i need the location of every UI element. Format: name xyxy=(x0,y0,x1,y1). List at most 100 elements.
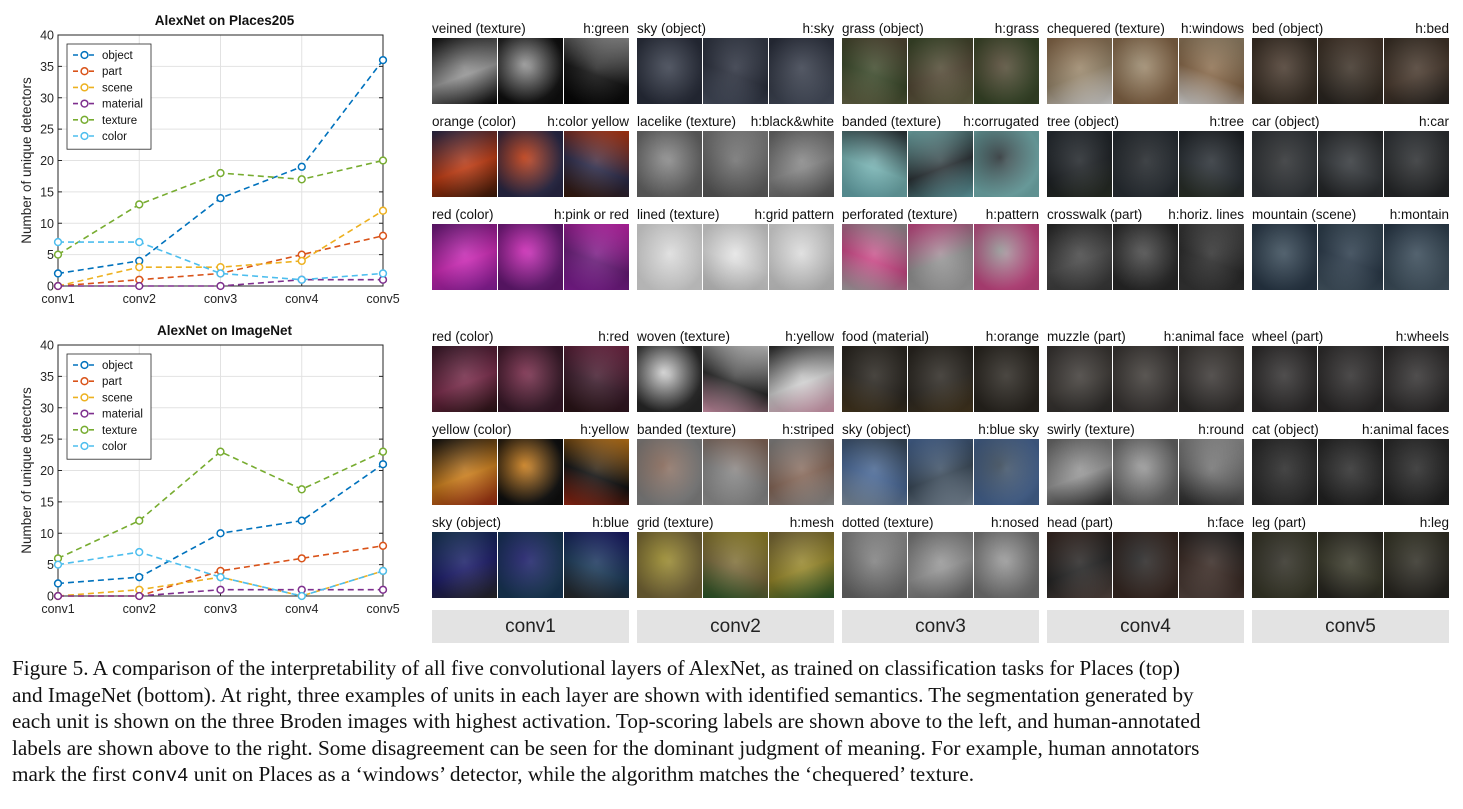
point-material xyxy=(135,591,144,601)
legend-marker xyxy=(80,83,89,92)
unit-labels: cat (object) h:animal faces xyxy=(1252,422,1449,438)
human-label: h:windows xyxy=(1180,21,1244,36)
segmentation-images xyxy=(432,131,629,197)
point-object xyxy=(53,579,63,588)
algorithm-label: mountain (scene) xyxy=(1252,207,1357,222)
unit-labels: dotted (texture) h:nosed xyxy=(842,515,1039,531)
human-label: h:bed xyxy=(1415,21,1449,36)
point-scene xyxy=(297,256,306,266)
unit-labels: grass (object) h:grass xyxy=(842,21,1039,37)
layer-label-conv1: conv1 xyxy=(432,610,629,643)
legend-label-object: object xyxy=(102,360,133,372)
algorithm-label: veined (texture) xyxy=(432,21,526,36)
point-texture xyxy=(53,250,63,259)
unit-tile-places-conv3: perforated (texture) h:pattern xyxy=(842,204,1039,297)
activation-image xyxy=(842,346,907,412)
unit-labels: bed (object) h:bed xyxy=(1252,21,1449,37)
activation-image xyxy=(842,131,907,197)
segmentation-images xyxy=(1252,532,1449,598)
unit-labels: mountain (scene) h:montain xyxy=(1252,207,1449,223)
point-material xyxy=(216,585,225,594)
point-material xyxy=(53,591,63,601)
activation-image xyxy=(1113,439,1178,505)
point-texture xyxy=(216,168,225,178)
activation-image xyxy=(1179,224,1244,290)
activation-image xyxy=(498,439,563,505)
unit-labels: leg (part) h:leg xyxy=(1252,515,1449,531)
activation-image xyxy=(1179,439,1244,505)
caption-line-1: Figure 5. A comparison of the interpreta… xyxy=(12,656,1180,680)
y-axis-label: Number of unique detectors xyxy=(19,77,34,244)
x-tick-label: conv5 xyxy=(366,292,399,306)
unit-labels: orange (color) h:color yellow xyxy=(432,114,629,130)
layer-label-conv4: conv4 xyxy=(1047,610,1244,643)
layer-label-conv2: conv2 xyxy=(637,610,834,643)
algorithm-label: yellow (color) xyxy=(432,422,512,437)
x-tick-label: conv5 xyxy=(366,602,399,616)
activation-image xyxy=(1252,224,1317,290)
activation-image xyxy=(432,532,497,598)
point-object xyxy=(216,529,225,538)
unit-tile-places-conv2: sky (object) h:sky xyxy=(637,18,834,111)
segmentation-images xyxy=(432,439,629,505)
unit-tile-places-conv4: tree (object) h:tree xyxy=(1047,111,1244,204)
activation-image xyxy=(1113,532,1178,598)
algorithm-label: head (part) xyxy=(1047,515,1114,530)
segmentation-images xyxy=(1252,346,1449,412)
human-label: h:pink or red xyxy=(553,207,629,222)
unit-labels: banded (texture) h:striped xyxy=(637,422,834,438)
activation-image xyxy=(1318,532,1383,598)
unit-labels: car (object) h:car xyxy=(1252,114,1449,130)
legend-label-part: part xyxy=(102,66,123,78)
y-tick-label: 0 xyxy=(47,590,54,604)
point-color xyxy=(135,547,144,557)
segmentation-images xyxy=(637,439,834,505)
legend-label-part: part xyxy=(102,376,123,388)
chart-title: AlexNet on Places205 xyxy=(155,13,295,28)
segmentation-images xyxy=(842,532,1039,598)
x-tick-label: conv4 xyxy=(285,602,318,616)
point-color xyxy=(53,560,63,569)
activation-image xyxy=(769,224,834,290)
algorithm-label: sky (object) xyxy=(637,21,707,36)
human-label: h:green xyxy=(583,21,629,36)
human-label: h:blue sky xyxy=(978,422,1039,437)
point-texture xyxy=(378,156,388,165)
human-label: h:face xyxy=(1207,515,1244,530)
unit-labels: crosswalk (part) h:horiz. lines xyxy=(1047,207,1244,223)
algorithm-label: lined (texture) xyxy=(637,207,720,222)
point-part xyxy=(378,231,388,240)
algorithm-label: grass (object) xyxy=(842,21,924,36)
activation-image xyxy=(974,224,1039,290)
segmentation-images xyxy=(637,38,834,104)
y-tick-label: 20 xyxy=(40,464,54,478)
segmentation-images xyxy=(637,224,834,290)
point-color xyxy=(216,269,225,278)
segmentation-images xyxy=(1047,532,1244,598)
figure-caption: Figure 5. A comparison of the interpreta… xyxy=(12,655,1452,790)
activation-image xyxy=(637,439,702,505)
unit-tile-places-conv3: grass (object) h:grass xyxy=(842,18,1039,111)
y-tick-label: 30 xyxy=(40,401,54,415)
activation-image xyxy=(564,224,629,290)
activation-image xyxy=(908,532,973,598)
activation-image xyxy=(1252,439,1317,505)
human-label: h:grid pattern xyxy=(754,207,834,222)
algorithm-label: sky (object) xyxy=(432,515,502,530)
segmentation-images xyxy=(1252,38,1449,104)
activation-image xyxy=(1047,38,1112,104)
segmentation-images xyxy=(637,131,834,197)
segmentation-images xyxy=(432,224,629,290)
unit-tile-places-conv1: orange (color) h:color yellow xyxy=(432,111,629,204)
activation-image xyxy=(842,38,907,104)
algorithm-label: sky (object) xyxy=(842,422,912,437)
legend-label-color: color xyxy=(102,441,127,453)
activation-image xyxy=(637,38,702,104)
algorithm-label: banded (texture) xyxy=(637,422,737,437)
activation-image xyxy=(703,532,768,598)
unit-tile-places-conv1: red (color) h:pink or red xyxy=(432,204,629,297)
x-tick-label: conv4 xyxy=(285,292,318,306)
segmentation-images xyxy=(1252,224,1449,290)
activation-image xyxy=(1179,532,1244,598)
unit-tile-places-conv3: banded (texture) h:corrugated xyxy=(842,111,1039,204)
